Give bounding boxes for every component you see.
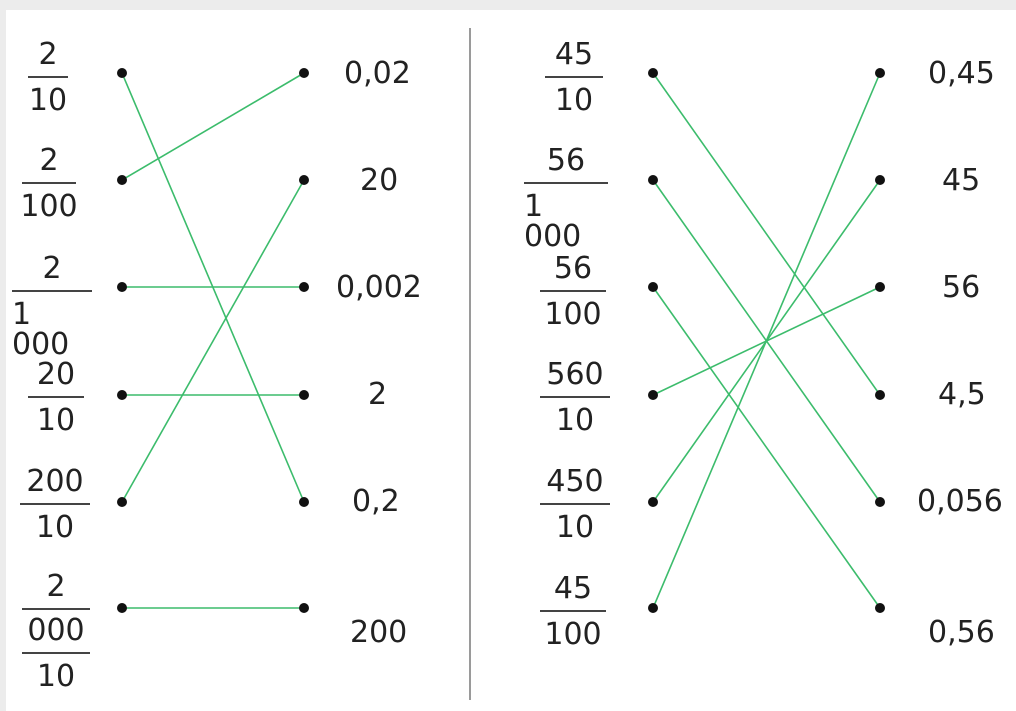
worksheet-panel: [6, 10, 1016, 711]
right-exercise-left-dot-6[interactable]: [648, 603, 658, 613]
fraction-bar: [28, 76, 68, 78]
match-line-right-6: [652, 72, 881, 609]
match-line-left-5: [121, 179, 305, 503]
denominator: 100: [20, 189, 78, 224]
right-exercise-right-dot-6[interactable]: [875, 603, 885, 613]
right-exercise-left-dot-2[interactable]: [648, 175, 658, 185]
numerator: 2: [38, 37, 58, 72]
fraction-left-4: 20 10: [28, 360, 84, 436]
value-right-2: 45: [942, 163, 981, 198]
fraction-right-3: 56 100: [540, 254, 606, 330]
denominator: 1 000: [524, 189, 582, 254]
value-left-3: 0,002: [336, 270, 422, 305]
denominator: 100: [544, 297, 602, 332]
numerator: 560: [546, 357, 604, 392]
fraction-bar: [540, 610, 606, 612]
left-exercise-left-dot-4[interactable]: [117, 390, 127, 400]
left-exercise-right-dot-4[interactable]: [299, 390, 309, 400]
right-exercise-right-dot-1[interactable]: [875, 68, 885, 78]
fraction-left-5: 200 10: [20, 467, 90, 543]
fraction-left-1: 2 10: [28, 40, 68, 116]
denominator: 100: [544, 617, 602, 652]
numerator: 2: [39, 143, 59, 178]
left-exercise-left-dot-2[interactable]: [117, 175, 127, 185]
fraction-bar: [545, 76, 603, 78]
numerator: 2: [42, 251, 62, 286]
denominator: 1 000: [12, 297, 70, 362]
right-exercise-right-dot-2[interactable]: [875, 175, 885, 185]
value-left-1: 0,02: [344, 56, 411, 91]
right-exercise-right-dot-5[interactable]: [875, 497, 885, 507]
fraction-left-3: 2 1 000: [12, 254, 92, 360]
value-right-6: 0,56: [928, 615, 995, 650]
left-exercise-right-dot-3[interactable]: [299, 282, 309, 292]
numerator: 450: [546, 464, 604, 499]
fraction-bar: [20, 503, 90, 505]
left-exercise-right-dot-2[interactable]: [299, 175, 309, 185]
value-left-4: 2: [368, 377, 388, 412]
denominator: 10: [555, 403, 595, 438]
denominator: 10: [555, 510, 595, 545]
left-exercise-right-dot-5[interactable]: [299, 497, 309, 507]
denominator: 10: [36, 403, 76, 438]
left-exercise-left-dot-1[interactable]: [117, 68, 127, 78]
fraction-left-6: 2 000 10: [22, 572, 90, 692]
fraction-bar: [540, 503, 610, 505]
match-line-right-3: [652, 286, 881, 609]
left-exercise-left-dot-3[interactable]: [117, 282, 127, 292]
value-right-1: 0,45: [928, 56, 995, 91]
denominator: 10: [28, 83, 68, 118]
numerator: 56: [553, 251, 593, 286]
value-right-3: 56: [942, 270, 981, 305]
numerator: 56: [546, 143, 586, 178]
right-exercise-right-dot-4[interactable]: [875, 390, 885, 400]
fraction-bar: [12, 290, 92, 292]
fraction-bar: [22, 608, 90, 610]
numerator: 45: [554, 37, 594, 72]
denominator: 10: [554, 83, 594, 118]
value-left-2: 20: [360, 163, 399, 198]
denominator: 10: [35, 510, 75, 545]
fraction-right-1: 45 10: [545, 40, 603, 116]
value-left-5: 0,2: [352, 484, 400, 519]
fraction-right-6: 45 100: [540, 574, 606, 650]
right-exercise-left-dot-5[interactable]: [648, 497, 658, 507]
fraction-bar: [22, 182, 76, 184]
denominator: 10: [36, 659, 76, 694]
fraction-right-5: 450 10: [540, 467, 610, 543]
fraction-left-2: 2 100: [20, 143, 78, 224]
left-exercise-left-dot-6[interactable]: [117, 603, 127, 613]
value-right-4: 4,5: [938, 377, 986, 412]
numerator: 20: [36, 357, 76, 392]
fraction-bar: [22, 652, 90, 654]
numerator: 45: [553, 571, 593, 606]
right-exercise-left-dot-1[interactable]: [648, 68, 658, 78]
fraction-bar: [524, 182, 608, 184]
numerator: 2: [46, 569, 66, 604]
left-exercise-right-dot-1[interactable]: [299, 68, 309, 78]
right-exercise-right-dot-3[interactable]: [875, 282, 885, 292]
column-divider: [469, 28, 471, 700]
numerator: 200: [26, 464, 84, 499]
right-exercise-left-dot-3[interactable]: [648, 282, 658, 292]
fraction-middle-digits: 000: [27, 613, 85, 648]
left-exercise-right-dot-6[interactable]: [299, 603, 309, 613]
fraction-bar: [28, 396, 84, 398]
fraction-bar: [540, 396, 610, 398]
value-left-6: 200: [350, 615, 408, 650]
right-exercise-left-dot-4[interactable]: [648, 390, 658, 400]
fraction-right-4: 560 10: [540, 360, 610, 436]
match-line-right-1: [652, 72, 881, 396]
left-exercise-left-dot-5[interactable]: [117, 497, 127, 507]
fraction-right-2: 56 1 000: [524, 146, 608, 252]
value-right-5: 0,056: [917, 484, 1003, 519]
match-line-left-2: [121, 72, 305, 181]
fraction-bar: [540, 290, 606, 292]
